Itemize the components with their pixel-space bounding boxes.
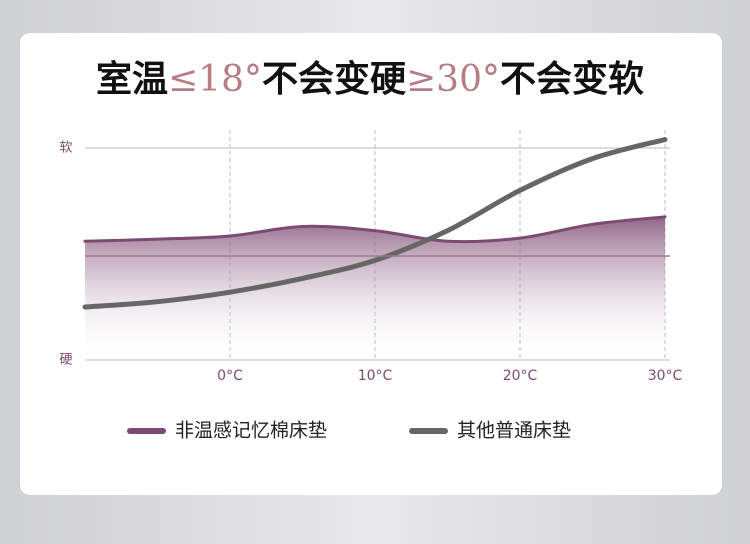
y-tick-label: 软	[59, 141, 72, 156]
x-tick-label: 0°C	[217, 368, 243, 384]
line	[82, 137, 668, 310]
line	[83, 215, 667, 244]
title-part: 不会变硬	[262, 58, 406, 100]
legend-label: 其他普通床垫	[457, 420, 571, 442]
title-part: 室温	[96, 58, 168, 100]
legend-label: 非温感记忆棉床垫	[175, 420, 327, 442]
title-part: ≥30°	[406, 59, 500, 100]
y-tick-label: 硬	[59, 353, 72, 368]
x-tick-label: 30°C	[648, 368, 683, 384]
x-tick-label: 10°C	[358, 368, 393, 384]
title-part: 不会变软	[500, 58, 644, 100]
title-part: ≤18°	[168, 59, 262, 100]
x-tick-label: 20°C	[503, 368, 538, 384]
chart-title: 室温≤18°不会变硬≥30°不会变软	[96, 58, 644, 100]
area	[85, 216, 665, 360]
